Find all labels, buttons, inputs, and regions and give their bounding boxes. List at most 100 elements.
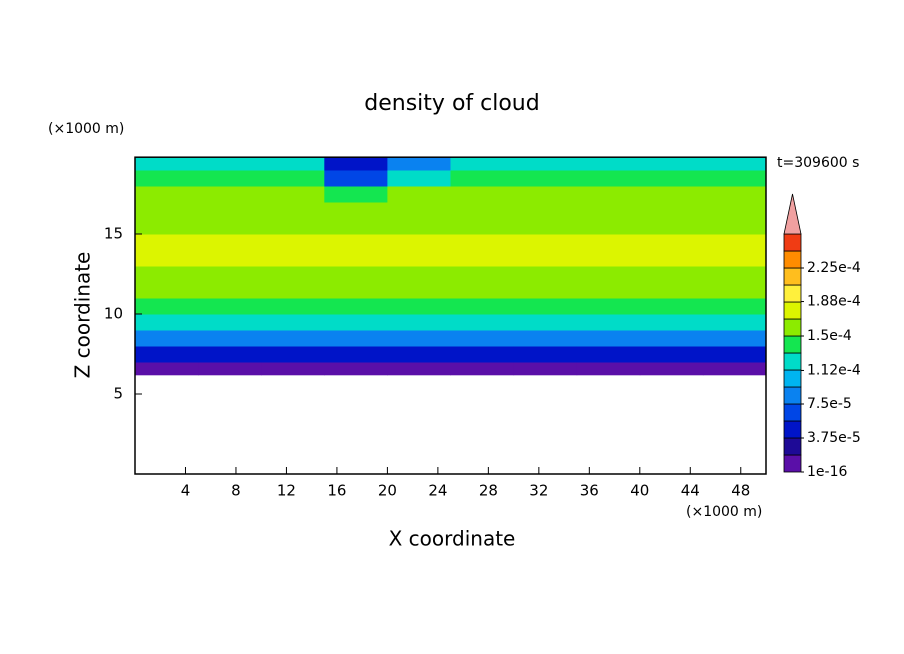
contour-cell bbox=[198, 157, 262, 171]
contour-cell bbox=[702, 282, 767, 299]
colorbar-band bbox=[783, 250, 802, 269]
contour-cell bbox=[261, 170, 325, 187]
time-annotation: t=309600 s bbox=[777, 155, 859, 171]
x-unit: (×1000 m) bbox=[686, 504, 762, 520]
contour-cell bbox=[261, 266, 325, 283]
colorbar-band bbox=[783, 301, 802, 320]
contour-cell bbox=[387, 266, 451, 283]
contour-cell bbox=[198, 362, 262, 376]
contour-cell bbox=[324, 250, 388, 267]
contour-cell bbox=[513, 250, 578, 267]
colorbar-tick-label: 3.75e-5 bbox=[807, 430, 861, 446]
contour-cell bbox=[450, 298, 515, 315]
contour-cell bbox=[324, 170, 388, 187]
contour-cell bbox=[702, 362, 767, 376]
contour-cell bbox=[576, 362, 641, 376]
contour-cell bbox=[576, 250, 641, 267]
contour-cell bbox=[135, 346, 199, 363]
contour-cell bbox=[198, 218, 262, 235]
contour-cell bbox=[513, 186, 578, 203]
contour-cell bbox=[513, 202, 578, 219]
contour-cell bbox=[639, 250, 704, 267]
contour-cell bbox=[198, 330, 262, 347]
contour-cell bbox=[387, 330, 451, 347]
contour-cell bbox=[450, 234, 515, 251]
contour-cell bbox=[702, 234, 767, 251]
contour-cell bbox=[198, 282, 262, 299]
contour-cell bbox=[261, 330, 325, 347]
contour-cell bbox=[576, 330, 641, 347]
contour-cell bbox=[513, 157, 578, 171]
colorbar-tick-label: 1.5e-4 bbox=[807, 328, 852, 344]
colorbar-band bbox=[783, 420, 802, 439]
contour-cell bbox=[135, 186, 199, 203]
x-tick-label: 36 bbox=[580, 482, 599, 500]
contour-cell bbox=[198, 314, 262, 331]
x-tick-label: 32 bbox=[529, 482, 548, 500]
colorbar-band bbox=[783, 403, 802, 422]
contour-cell bbox=[198, 250, 262, 267]
contour-cell bbox=[450, 266, 515, 283]
contour-cell bbox=[324, 362, 388, 376]
contour-cell bbox=[324, 157, 388, 171]
contour-cell bbox=[198, 298, 262, 315]
contour-cell bbox=[387, 202, 451, 219]
contour-cell bbox=[513, 218, 578, 235]
contour-cell bbox=[576, 218, 641, 235]
colorbar-band bbox=[783, 267, 802, 286]
contour-cell bbox=[702, 202, 767, 219]
contour-cell bbox=[324, 330, 388, 347]
contour-cell bbox=[702, 298, 767, 315]
contour-cell bbox=[639, 346, 704, 363]
contour-cell bbox=[639, 298, 704, 315]
contour-cell bbox=[576, 157, 641, 171]
contour-cell bbox=[324, 298, 388, 315]
contour-cell bbox=[387, 362, 451, 376]
contour-cell bbox=[576, 202, 641, 219]
contour-cell bbox=[135, 282, 199, 299]
contour-cell bbox=[702, 218, 767, 235]
colorbar-band bbox=[783, 437, 802, 456]
contour-cell bbox=[702, 266, 767, 283]
contour-cell bbox=[261, 202, 325, 219]
chart-title: density of cloud bbox=[364, 91, 539, 116]
y-tick-label: 5 bbox=[113, 385, 123, 403]
contour-cell bbox=[198, 234, 262, 251]
contour-cell bbox=[576, 266, 641, 283]
contour-cell bbox=[387, 314, 451, 331]
contour-cell bbox=[135, 234, 199, 251]
contour-cell bbox=[450, 170, 515, 187]
contour-cell bbox=[135, 170, 199, 187]
contour-cell bbox=[639, 186, 704, 203]
x-tick-label: 20 bbox=[378, 482, 397, 500]
y-axis-label: Z coordinate bbox=[71, 252, 95, 379]
x-tick-label: 40 bbox=[630, 482, 649, 500]
y-unit: (×1000 m) bbox=[48, 121, 124, 137]
contour-cell bbox=[387, 282, 451, 299]
contour-cell bbox=[324, 202, 388, 219]
contour-cell bbox=[639, 218, 704, 235]
contour-cell bbox=[576, 346, 641, 363]
contour-cell bbox=[324, 266, 388, 283]
contour-cell bbox=[324, 234, 388, 251]
contour-cell bbox=[135, 202, 199, 219]
contour-cell bbox=[324, 218, 388, 235]
contour-cell bbox=[324, 186, 388, 203]
contour-cell bbox=[261, 186, 325, 203]
plot-frame bbox=[134, 156, 767, 475]
contour-cell bbox=[261, 250, 325, 267]
colorbar-tick-label: 7.5e-5 bbox=[807, 396, 852, 412]
contour-cell bbox=[198, 186, 262, 203]
contour-cell bbox=[450, 186, 515, 203]
contour-cell bbox=[576, 234, 641, 251]
contour-cell bbox=[135, 314, 199, 331]
contour-cell bbox=[513, 170, 578, 187]
contour-cell bbox=[135, 298, 199, 315]
colorbar-band bbox=[783, 369, 802, 388]
contour-cell bbox=[450, 346, 515, 363]
contour-cell bbox=[513, 314, 578, 331]
contour-cell bbox=[261, 298, 325, 315]
contour-cell bbox=[261, 314, 325, 331]
contour-cell bbox=[450, 202, 515, 219]
colorbar-tick-label: 1.12e-4 bbox=[807, 362, 861, 378]
